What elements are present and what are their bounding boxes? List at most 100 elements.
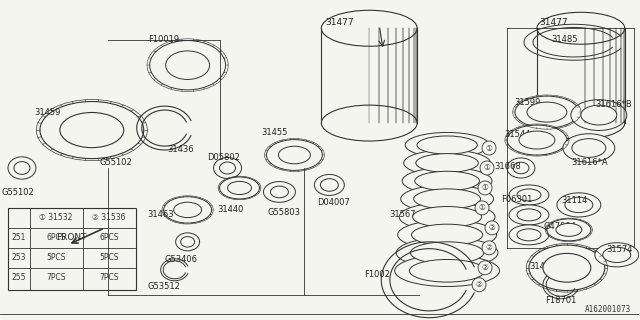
Ellipse shape — [396, 237, 498, 268]
Ellipse shape — [581, 105, 617, 125]
Circle shape — [480, 161, 494, 175]
Text: G55803: G55803 — [268, 208, 300, 217]
Ellipse shape — [410, 242, 484, 264]
Ellipse shape — [415, 171, 479, 191]
Ellipse shape — [8, 157, 36, 179]
Text: F1002: F1002 — [364, 270, 390, 279]
Text: F10019: F10019 — [148, 35, 179, 44]
Ellipse shape — [321, 10, 417, 46]
Ellipse shape — [515, 96, 579, 128]
Text: 7PCS: 7PCS — [99, 273, 118, 282]
Ellipse shape — [557, 193, 601, 217]
Circle shape — [485, 221, 499, 235]
Text: 31459: 31459 — [34, 108, 60, 117]
Ellipse shape — [547, 219, 591, 241]
Ellipse shape — [527, 102, 567, 122]
Circle shape — [478, 261, 492, 275]
Ellipse shape — [397, 220, 497, 250]
Ellipse shape — [563, 134, 615, 162]
Text: F06301: F06301 — [501, 195, 532, 204]
Ellipse shape — [603, 247, 631, 262]
Ellipse shape — [565, 197, 593, 212]
Ellipse shape — [513, 162, 529, 174]
Text: G47904: G47904 — [544, 222, 577, 231]
Text: ②: ② — [486, 243, 492, 252]
Text: ①: ① — [479, 204, 486, 212]
Ellipse shape — [517, 229, 541, 241]
Ellipse shape — [271, 186, 289, 198]
Ellipse shape — [220, 177, 259, 199]
Ellipse shape — [278, 146, 310, 164]
Text: 31616*A: 31616*A — [571, 158, 607, 167]
Text: F18701: F18701 — [545, 296, 576, 305]
Ellipse shape — [321, 179, 339, 191]
Ellipse shape — [412, 224, 483, 245]
Ellipse shape — [220, 162, 236, 174]
Ellipse shape — [556, 223, 582, 236]
Text: 31567: 31567 — [389, 210, 416, 219]
Text: 6PCS: 6PCS — [46, 233, 66, 242]
Ellipse shape — [402, 167, 492, 195]
Text: 253: 253 — [12, 253, 26, 262]
Ellipse shape — [150, 41, 225, 90]
Text: 31477: 31477 — [325, 18, 354, 27]
Text: 31544: 31544 — [504, 130, 531, 139]
Ellipse shape — [14, 162, 30, 174]
Text: ②: ② — [481, 263, 488, 272]
Ellipse shape — [410, 260, 485, 282]
Text: ① 31532: ① 31532 — [39, 213, 72, 222]
Text: 5PCS: 5PCS — [99, 253, 118, 262]
Text: ②: ② — [488, 223, 495, 232]
Ellipse shape — [60, 113, 124, 148]
Text: 31574: 31574 — [607, 245, 634, 254]
Text: ②: ② — [476, 280, 483, 289]
Ellipse shape — [175, 233, 200, 251]
Ellipse shape — [166, 51, 209, 79]
Ellipse shape — [180, 236, 195, 247]
Ellipse shape — [416, 154, 478, 172]
Ellipse shape — [164, 197, 212, 223]
Text: ①: ① — [484, 164, 490, 172]
Ellipse shape — [509, 185, 549, 205]
Text: G55102: G55102 — [2, 188, 35, 197]
Ellipse shape — [173, 202, 202, 218]
Text: 31114: 31114 — [561, 196, 588, 205]
Circle shape — [472, 278, 486, 292]
Ellipse shape — [413, 206, 482, 227]
Text: 31463: 31463 — [148, 210, 174, 219]
Ellipse shape — [507, 125, 567, 155]
Circle shape — [482, 241, 496, 255]
Ellipse shape — [314, 174, 344, 196]
Text: ①: ① — [481, 183, 488, 192]
Ellipse shape — [395, 255, 499, 286]
Ellipse shape — [405, 132, 489, 158]
Text: 31436: 31436 — [168, 145, 195, 154]
Ellipse shape — [571, 100, 627, 131]
Text: G55102: G55102 — [100, 158, 132, 167]
Ellipse shape — [417, 136, 477, 154]
Ellipse shape — [266, 140, 323, 170]
Text: D05802: D05802 — [207, 153, 241, 162]
Text: 5PCS: 5PCS — [46, 253, 66, 262]
Bar — [8, 208, 136, 290]
Text: G53512: G53512 — [148, 282, 180, 291]
Text: FRONT: FRONT — [56, 233, 87, 242]
Ellipse shape — [529, 245, 605, 291]
Ellipse shape — [537, 12, 625, 44]
Ellipse shape — [537, 107, 625, 139]
Ellipse shape — [517, 189, 541, 201]
Ellipse shape — [264, 181, 296, 202]
Ellipse shape — [40, 101, 144, 159]
Ellipse shape — [413, 189, 481, 209]
Ellipse shape — [509, 225, 549, 245]
Text: ② 31536: ② 31536 — [92, 213, 125, 222]
Text: 31599: 31599 — [514, 98, 540, 107]
Circle shape — [482, 141, 496, 155]
Text: D04007: D04007 — [317, 198, 350, 207]
Text: ①: ① — [486, 144, 492, 153]
Text: G53406: G53406 — [164, 255, 198, 264]
Ellipse shape — [228, 181, 252, 195]
Text: 255: 255 — [12, 273, 26, 282]
Text: 31616*B: 31616*B — [595, 100, 632, 109]
Text: 7PCS: 7PCS — [46, 273, 66, 282]
